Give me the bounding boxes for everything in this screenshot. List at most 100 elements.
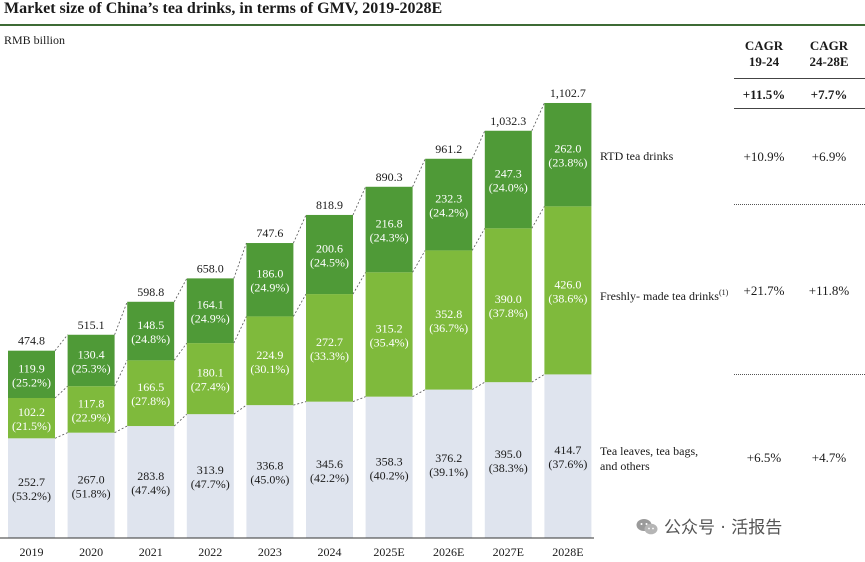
connector-line: [471, 381, 486, 390]
bar-segments: [8, 102, 592, 538]
watermark: 公众号 · 活报告: [636, 513, 782, 538]
y-axis-unit-label: RMB billion: [4, 33, 66, 47]
bar-segment-fresh-tea: [484, 228, 532, 383]
data-label-share: (30.1%): [250, 362, 289, 376]
data-label-value: 336.8: [256, 459, 283, 473]
data-label-value: 232.3: [435, 192, 462, 206]
bar-segment-rtd-tea: [365, 186, 413, 273]
bar-segment-fresh-tea: [365, 272, 413, 397]
connector-line: [471, 130, 486, 159]
cagr-total-19-24: +11.5%: [742, 87, 786, 102]
data-label-share: (24.9%): [250, 281, 289, 295]
dotted-rule-2: [734, 374, 865, 375]
data-label-share: (39.1%): [429, 465, 468, 479]
data-label-value: 283.8: [137, 469, 164, 483]
bar-segment-rtd-tea: [306, 214, 353, 295]
data-label-value: 216.8: [376, 217, 403, 231]
data-label-share: (25.3%): [72, 361, 111, 375]
connector-line: [114, 425, 128, 434]
data-label-value: 358.3: [376, 454, 403, 468]
connector-line: [293, 214, 307, 244]
total-label: 747.6: [256, 226, 283, 240]
bar-segment-fresh-tea: [186, 343, 234, 415]
connector-line: [531, 374, 545, 383]
data-label-value: 345.6: [316, 457, 343, 471]
bar-segment-fresh-tea: [8, 397, 55, 439]
connector-line: [114, 360, 128, 387]
data-labels: 252.7(53.2%) 102.2(21.5%) 119.9(25.2%) 474.…: [12, 86, 587, 503]
connector-line: [471, 228, 486, 251]
data-label-value: 166.5: [137, 380, 164, 394]
data-label-value: 119.9: [18, 361, 45, 375]
data-label-share: (53.2%): [12, 489, 51, 503]
connector-line: [352, 186, 366, 216]
data-label-value: 426.0: [554, 277, 581, 291]
cagr-leaves-19-24: +6.5%: [746, 450, 782, 465]
x-tick-label: 2019: [20, 545, 44, 559]
connector-lines: [54, 102, 545, 439]
data-label-value: 315.2: [376, 321, 403, 335]
total-label: 515.1: [78, 318, 105, 332]
data-label-value: 272.7: [316, 335, 343, 349]
total-label: 658.0: [197, 261, 224, 275]
data-label-value: 186.0: [256, 267, 283, 281]
connector-line: [352, 396, 366, 403]
x-tick-label: 2026E: [433, 545, 464, 559]
cagr-total-24-28: +7.7%: [810, 87, 848, 102]
connector-line: [114, 301, 128, 335]
bar-segment-rtd-tea: [127, 301, 175, 361]
bar-segment-tea-leaves: [8, 438, 55, 538]
cagr-total-rule: [734, 108, 865, 109]
cagr-fresh-24-28: +11.8%: [808, 283, 850, 298]
data-label-share: (35.4%): [370, 335, 409, 349]
x-tick-label: 2027E: [493, 545, 524, 559]
data-label-share: (37.8%): [489, 306, 528, 320]
data-label-value: 352.8: [435, 307, 462, 321]
data-label-value: 376.2: [435, 451, 462, 465]
connector-line: [352, 272, 366, 295]
data-label-share: (21.5%): [12, 419, 51, 433]
data-label-share: (42.2%): [310, 471, 349, 485]
total-label: 1,102.7: [550, 86, 586, 100]
x-tick-label: 2023: [258, 545, 282, 559]
bar-segment-fresh-tea: [67, 386, 115, 433]
data-label-value: 395.0: [495, 447, 522, 461]
data-label-value: 130.4: [78, 347, 105, 361]
data-label-share: (38.6%): [548, 291, 587, 305]
wechat-icon: [636, 519, 658, 535]
data-label-value: 148.5: [137, 318, 164, 332]
x-tick-label: 2022: [198, 545, 222, 559]
connector-line: [173, 278, 188, 302]
data-label-share: (36.7%): [429, 321, 468, 335]
connector-line: [531, 206, 545, 229]
total-label: 890.3: [376, 170, 403, 184]
data-label-share: (38.3%): [489, 461, 528, 475]
data-label-value: 200.6: [316, 242, 343, 256]
data-label-value: 390.0: [495, 292, 522, 306]
bar-segment-fresh-tea: [425, 250, 473, 390]
data-label-share: (24.2%): [429, 206, 468, 220]
x-tick-label: 2028E: [552, 545, 583, 559]
cagr-header-rule: [734, 78, 865, 79]
connector-line: [173, 413, 188, 427]
connector-line: [54, 385, 68, 399]
data-label-value: 262.0: [554, 142, 581, 156]
bar-segment-tea-leaves: [186, 414, 234, 538]
total-label: 598.8: [137, 285, 164, 299]
data-label-value: 180.1: [197, 366, 224, 380]
data-label-value: 164.1: [197, 298, 224, 312]
x-tick-label: 2024: [318, 545, 342, 559]
bar-segment-tea-leaves: [67, 432, 115, 538]
connector-line: [293, 401, 307, 406]
connector-line: [412, 250, 426, 273]
cagr-rtd-24-28: +6.9%: [811, 149, 847, 164]
data-label-share: (33.3%): [310, 349, 349, 363]
data-label-share: (47.4%): [131, 483, 170, 497]
total-label: 818.9: [316, 198, 343, 212]
data-label-share: (22.9%): [72, 410, 111, 424]
data-label-share: (24.3%): [370, 231, 409, 245]
connector-line: [233, 242, 247, 279]
bar-segment-tea-leaves: [127, 426, 175, 538]
data-label-share: (24.0%): [489, 181, 528, 195]
